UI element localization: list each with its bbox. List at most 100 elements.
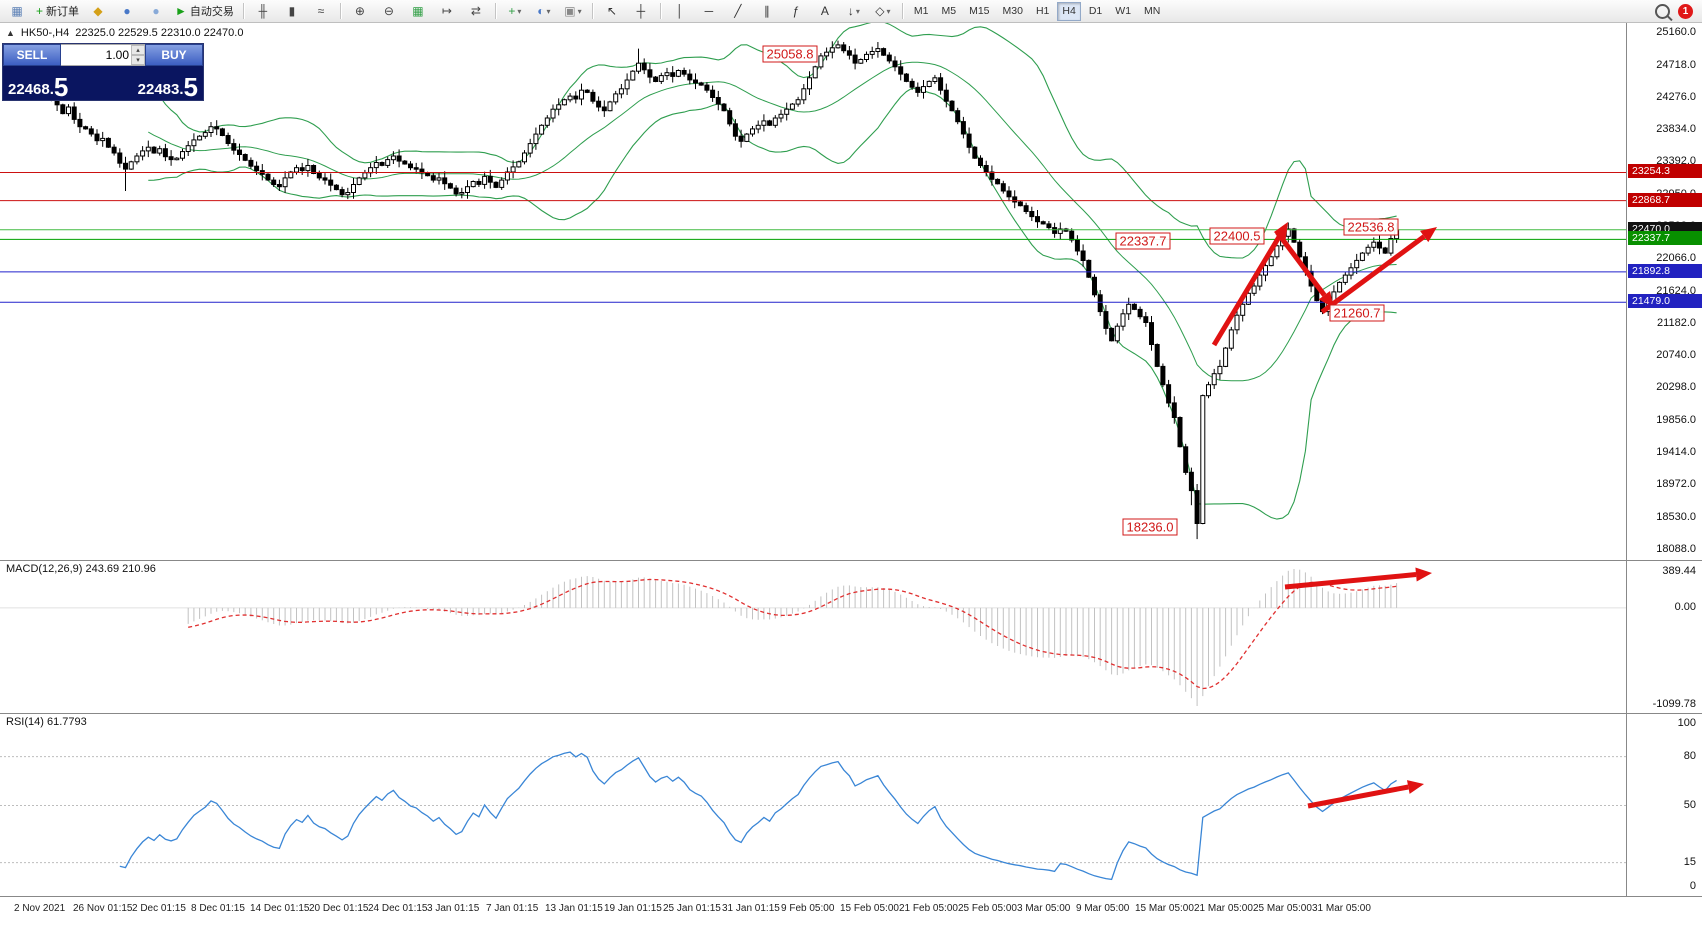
- horizontal-line-icon[interactable]: ─: [695, 1, 723, 22]
- line-chart-mode-icon-glyph: ≈: [317, 4, 325, 18]
- toolbar-separator: [901, 3, 903, 19]
- arrows-tool-icon-glyph: ↓: [847, 4, 854, 18]
- timeframe-m1[interactable]: M1: [913, 5, 929, 17]
- zoom-out-icon-glyph: ⊖: [383, 4, 394, 18]
- price-axis-label: 20298.0: [1656, 381, 1696, 394]
- templates-icon[interactable]: ▣ ▾: [559, 1, 587, 22]
- volume-spinner[interactable]: ▴ ▾: [131, 45, 145, 65]
- time-axis-label: 21 Mar 05:00: [1194, 903, 1253, 914]
- toolbar-separator: [659, 3, 661, 19]
- line-chart-mode-icon[interactable]: ≈: [307, 1, 335, 22]
- search-icon[interactable]: [1655, 3, 1670, 19]
- indicators-icon[interactable]: + ▾: [501, 1, 529, 22]
- periods-icon[interactable]: ◐ ▾: [530, 1, 558, 22]
- price-axis-label: 19414.0: [1656, 446, 1696, 459]
- candles: [37, 40, 1400, 540]
- time-axis-label: 15 Feb 05:00: [840, 903, 899, 914]
- zoom-in-icon[interactable]: ⊕: [346, 1, 374, 22]
- main-chart-canvas[interactable]: [0, 23, 1626, 560]
- price-callout: 25058.8: [762, 45, 818, 63]
- expert-advisors-icon-glyph: ◆: [93, 4, 103, 18]
- sell-button[interactable]: SELL: [3, 44, 61, 66]
- volume-control[interactable]: ▴ ▾: [61, 44, 145, 66]
- auto-scroll-icon[interactable]: ↦: [433, 1, 461, 22]
- macd-panel[interactable]: MACD(12,26,9) 243.69 210.96: [0, 560, 1626, 714]
- bar-chart-mode-icon[interactable]: ╫: [249, 1, 277, 22]
- rsi-axis-label: 50: [1683, 798, 1696, 811]
- timeframe-w1[interactable]: W1: [1115, 5, 1132, 17]
- fibonacci-icon[interactable]: ƒ: [782, 1, 810, 22]
- horizontal-price-lines[interactable]: [0, 172, 1626, 303]
- vertical-line-icon[interactable]: │: [666, 1, 694, 22]
- timeframe-h4[interactable]: H4: [1057, 1, 1081, 21]
- rsi-canvas[interactable]: [0, 714, 1626, 897]
- zoom-out-icon[interactable]: ⊖: [375, 1, 403, 22]
- dropdown-caret-icon: ▾: [546, 6, 551, 16]
- price-callout: 22400.5: [1209, 227, 1265, 245]
- price-axis-label: 18530.0: [1656, 510, 1696, 523]
- price-callout: 22536.8: [1343, 218, 1399, 236]
- candlestick-mode-icon[interactable]: ▮: [278, 1, 306, 22]
- price-axis[interactable]: 25160.024718.024276.023834.023392.022950…: [1626, 23, 1702, 560]
- price-line-badge: 22868.7: [1628, 192, 1702, 207]
- tile-windows-icon[interactable]: ▦: [404, 1, 432, 22]
- macd-canvas[interactable]: [0, 561, 1626, 714]
- volume-increase-button[interactable]: ▴: [131, 45, 145, 55]
- signals-icon[interactable]: ●: [142, 1, 170, 22]
- arrows-tool-icon[interactable]: ↓ ▾: [840, 1, 868, 22]
- bollinger-bands: [147, 23, 1397, 520]
- volume-decrease-button[interactable]: ▾: [131, 55, 145, 65]
- tile-windows-icon-glyph: ▦: [412, 4, 424, 18]
- shapes-tool-icon[interactable]: ◇ ▾: [869, 1, 897, 22]
- rsi-panel[interactable]: RSI(14) 61.7793: [0, 713, 1626, 897]
- timeframe-m15[interactable]: M15: [969, 5, 990, 17]
- bar-chart-mode-icon-glyph: ╫: [258, 4, 268, 18]
- fibonacci-icon-glyph: ƒ: [792, 4, 800, 18]
- timeframe-d1[interactable]: D1: [1088, 5, 1103, 17]
- charts-icon[interactable]: ▦: [3, 1, 31, 22]
- auto-trading-button[interactable]: ► 自动交易: [171, 1, 238, 22]
- time-axis-label: 31 Jan 01:15: [722, 903, 780, 914]
- vertical-line-icon-glyph: │: [676, 4, 684, 18]
- market-icon-glyph: ●: [123, 4, 131, 18]
- one-click-toggle[interactable]: ▲: [6, 28, 15, 38]
- chart-shift-icon-glyph: ⇄: [470, 4, 481, 18]
- timeframe-m5[interactable]: M5: [941, 5, 957, 17]
- channel-icon[interactable]: ∥: [753, 1, 781, 22]
- rsi-axis-label: 80: [1683, 749, 1696, 762]
- time-axis[interactable]: 2 Nov 2021 26 Nov 01:15 2 Dec 01:15 8 Dec 0…: [0, 896, 1702, 948]
- sell-price: 22468. 5: [3, 66, 103, 100]
- toolbar-separator: [494, 3, 496, 19]
- rsi-axis[interactable]: 100 80 50 15 0: [1626, 713, 1702, 896]
- timeframe-h1[interactable]: H1: [1035, 5, 1050, 17]
- sell-price-big-digit: 5: [53, 71, 69, 102]
- templates-icon-glyph: ▣: [564, 4, 576, 18]
- expert-advisors-icon[interactable]: ◆: [84, 1, 112, 22]
- chart-shift-icon[interactable]: ⇄: [462, 1, 490, 22]
- chart-ohlc: 22325.0 22529.5 22310.0 22470.0: [75, 27, 244, 39]
- market-icon[interactable]: ●: [113, 1, 141, 22]
- time-axis-label: 31 Mar 05:00: [1312, 903, 1371, 914]
- shapes-tool-icon-glyph: ◇: [875, 4, 885, 18]
- text-tool-icon[interactable]: A: [811, 1, 839, 22]
- time-axis-label: 9 Mar 05:00: [1076, 903, 1130, 914]
- notification-badge[interactable]: 1: [1678, 3, 1693, 19]
- price-callout: 18236.0: [1122, 518, 1178, 536]
- price-axis-label: 20740.0: [1656, 349, 1696, 362]
- macd-axis[interactable]: 389.44 0.00 -1099.78: [1626, 560, 1702, 713]
- trend-arrows[interactable]: [1211, 222, 1437, 347]
- buy-button[interactable]: BUY: [145, 44, 203, 66]
- new-order-button[interactable]: + 新订单: [32, 1, 83, 22]
- price-axis-label: 19856.0: [1656, 413, 1696, 426]
- toolbar-separator: [339, 3, 341, 19]
- crosshair-icon[interactable]: ┼: [627, 1, 655, 22]
- rsi-line: [119, 751, 1397, 881]
- cursor-icon[interactable]: ↖: [598, 1, 626, 22]
- volume-input[interactable]: [61, 45, 131, 65]
- timeframe-m30[interactable]: M30: [1002, 5, 1023, 17]
- timeframe-mn[interactable]: MN: [1144, 5, 1161, 17]
- trendline-icon[interactable]: ╱: [724, 1, 752, 22]
- price-line-badge: 21892.8: [1628, 263, 1702, 278]
- main-chart-panel[interactable]: ▲ HK50-,H4 22325.0 22529.5 22310.0 22470…: [0, 23, 1626, 560]
